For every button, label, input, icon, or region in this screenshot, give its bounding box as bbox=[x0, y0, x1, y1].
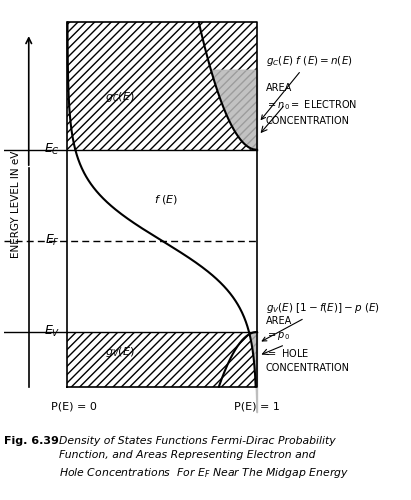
Bar bbox=[67, 22, 257, 150]
Text: $f\ (E)$: $f\ (E)$ bbox=[154, 192, 178, 205]
Text: P(E) = 1: P(E) = 1 bbox=[234, 402, 280, 411]
Text: $g_C(E)$: $g_C(E)$ bbox=[105, 90, 135, 104]
Text: AREA
$= p_0$
$=$ HOLE
CONCENTRATION: AREA $= p_0$ $=$ HOLE CONCENTRATION bbox=[266, 316, 350, 373]
Text: Density of States Functions Fermi-Dirac Probability
Function, and Areas Represen: Density of States Functions Fermi-Dirac … bbox=[59, 436, 349, 480]
Text: ENERGY LEVEL IN eV: ENERGY LEVEL IN eV bbox=[12, 151, 21, 258]
Text: AREA
$= n_0 =$ ELECTRON
CONCENTRATION: AREA $= n_0 =$ ELECTRON CONCENTRATION bbox=[266, 83, 357, 126]
Text: P(E) = 0: P(E) = 0 bbox=[51, 402, 97, 411]
Text: $E_F$: $E_F$ bbox=[45, 234, 60, 248]
Text: $g_C(E)\ f\ (E) = n(E)$: $g_C(E)\ f\ (E) = n(E)$ bbox=[261, 54, 352, 120]
Text: $E_V$: $E_V$ bbox=[44, 324, 60, 340]
Text: $g_V(E)\ [1-f(E)] - p\ (E)$: $g_V(E)\ [1-f(E)] - p\ (E)$ bbox=[262, 302, 380, 341]
Bar bbox=[67, 332, 257, 386]
Text: $g_V(E)$: $g_V(E)$ bbox=[105, 345, 135, 359]
Text: Fig. 6.39: Fig. 6.39 bbox=[4, 436, 59, 446]
Text: $E_C$: $E_C$ bbox=[44, 142, 60, 158]
